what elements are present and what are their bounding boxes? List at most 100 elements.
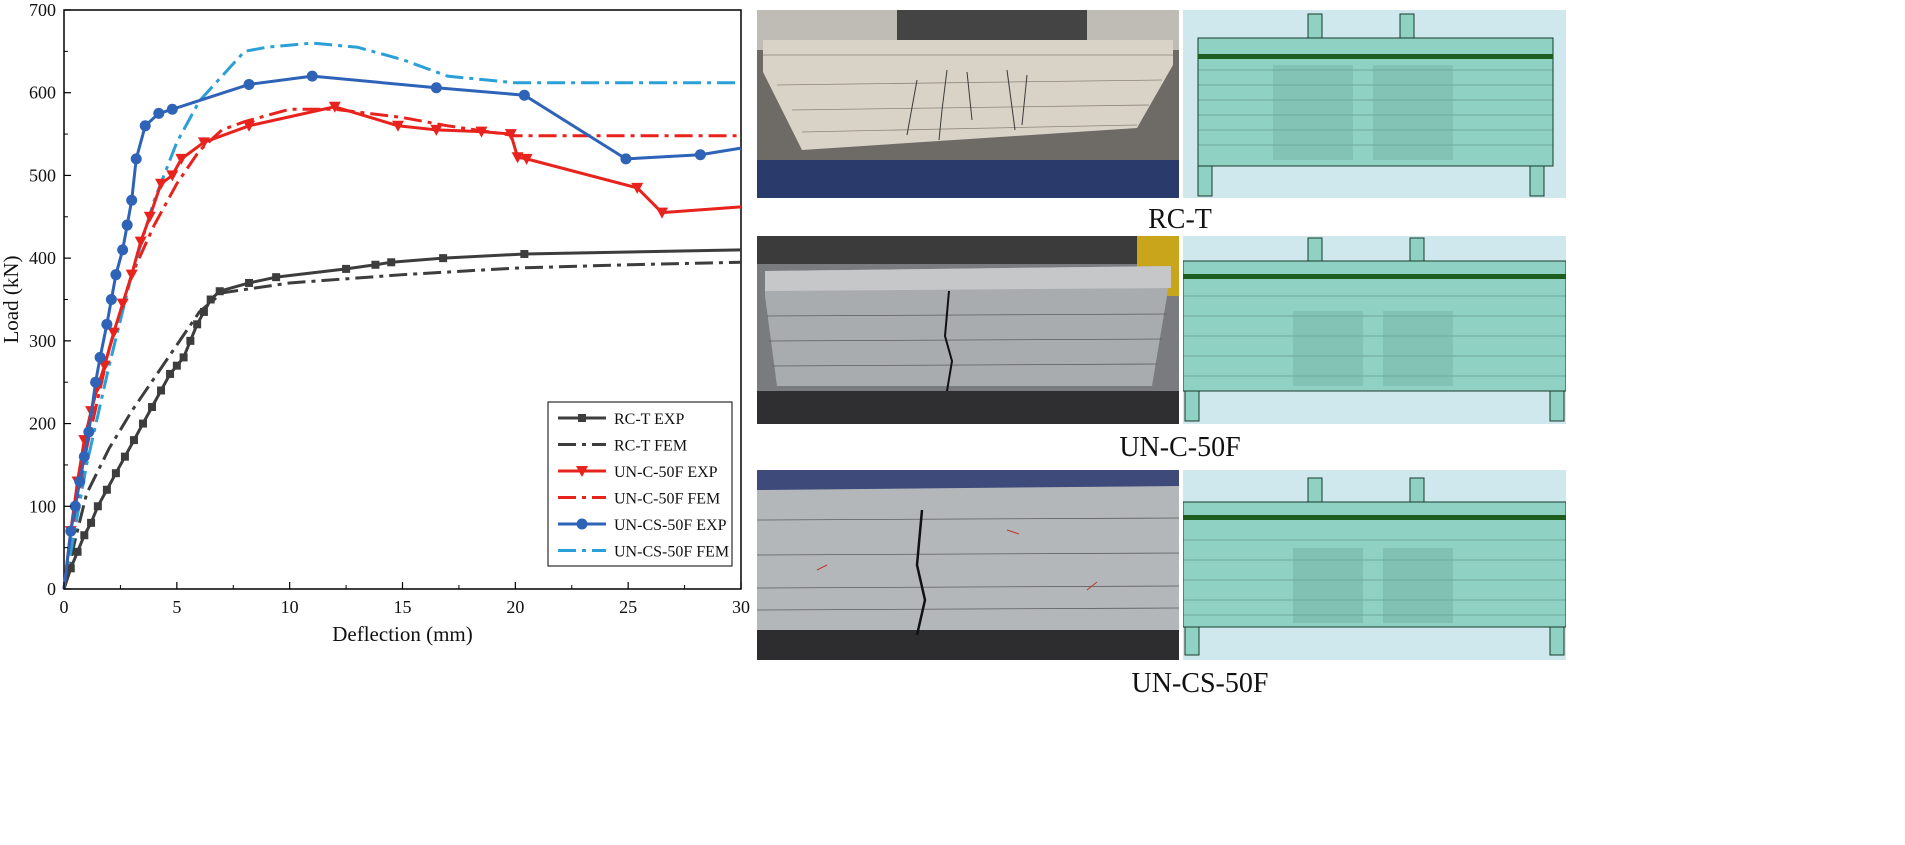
x-tick-label: 20	[506, 597, 524, 617]
fem-un-cs-50f	[1183, 470, 1566, 660]
data-point-rc-t-exp	[193, 320, 202, 329]
data-point-rc-t-exp	[102, 485, 111, 494]
data-point-un-c-50f-exp	[143, 211, 156, 223]
data-point-rc-t-exp	[520, 250, 529, 259]
data-point-un-c-50f-exp	[243, 120, 256, 132]
data-point-un-cs-50f-exp	[69, 500, 81, 512]
y-tick-label: 600	[29, 83, 56, 103]
x-tick-label: 15	[394, 597, 412, 617]
data-point-rc-t-exp	[215, 287, 224, 296]
data-point-un-cs-50f-exp	[90, 376, 102, 388]
x-tick-label: 25	[619, 597, 637, 617]
data-point-rc-t-exp	[272, 273, 281, 282]
data-point-rc-t-exp	[179, 353, 188, 362]
data-point-un-c-50f-exp	[328, 101, 341, 113]
legend-label-un-cs-50f-fem: UN-CS-50F FEM	[614, 544, 729, 561]
data-point-rc-t-exp	[120, 452, 129, 461]
data-point-rc-t-exp	[80, 531, 89, 540]
data-point-un-cs-50f-exp	[74, 475, 86, 487]
data-point-rc-t-exp	[439, 254, 448, 263]
data-point-un-cs-50f-exp	[65, 525, 77, 537]
y-tick-label: 500	[29, 165, 56, 185]
data-point-rc-t-exp	[206, 295, 215, 304]
data-point-rc-t-exp	[93, 502, 102, 511]
data-point-un-cs-50f-exp	[243, 78, 255, 90]
data-point-un-c-50f-exp	[631, 182, 644, 194]
data-point-un-c-50f-exp	[98, 360, 111, 372]
legend-marker-un-c-50f-exp	[576, 466, 588, 477]
data-point-rc-t-exp	[129, 436, 138, 445]
data-point-un-cs-50f-exp	[121, 219, 133, 231]
data-point-un-cs-50f-exp	[78, 451, 90, 463]
data-point-rc-t-exp	[387, 258, 396, 267]
data-point-un-cs-50f-exp	[306, 70, 318, 82]
fem-un-c-50f	[1183, 236, 1566, 424]
legend-marker-un-cs-50f-exp	[576, 518, 588, 530]
y-tick-label: 0	[47, 579, 56, 599]
legend-marker-rc-t-exp	[578, 414, 586, 422]
x-tick-label: 0	[60, 597, 69, 617]
data-point-rc-t-exp	[138, 419, 147, 428]
data-point-un-cs-50f-exp	[83, 426, 95, 438]
caption-un-c-50f: UN-C-50F	[1119, 432, 1241, 463]
legend-label-un-c-50f-fem: UN-C-50F FEM	[614, 491, 720, 508]
photo-un-c-50f	[757, 236, 1179, 424]
data-point-rc-t-exp	[245, 278, 254, 287]
data-point-un-c-50f-exp	[511, 152, 524, 164]
fem-rc-t	[1183, 10, 1566, 198]
data-point-un-cs-50f-exp	[126, 194, 138, 206]
data-point-un-c-50f-exp	[116, 298, 129, 310]
data-point-un-cs-50f-exp	[94, 351, 106, 363]
data-point-un-c-50f-exp	[125, 269, 138, 281]
x-axis-label: Deflection (mm)	[332, 622, 473, 646]
data-point-un-cs-50f-exp	[694, 149, 706, 161]
data-point-rc-t-exp	[148, 403, 157, 412]
photo-rc-t	[757, 10, 1179, 198]
data-point-rc-t-exp	[73, 547, 82, 556]
data-point-rc-t-exp	[66, 564, 75, 573]
data-point-rc-t-exp	[111, 469, 120, 478]
data-point-un-cs-50f-exp	[101, 318, 113, 330]
legend-label-rc-t-exp: RC-T EXP	[614, 411, 684, 428]
load-deflection-chart: 0 5 10 15 20 25 300100200300400500600700Deflec…	[0, 0, 750, 646]
data-point-un-c-50f-exp	[155, 178, 168, 190]
data-point-rc-t-exp	[157, 386, 166, 395]
x-tick-label: 30	[732, 597, 750, 617]
y-tick-label: 400	[29, 248, 56, 268]
data-point-un-c-50f-exp	[656, 207, 669, 219]
data-point-un-cs-50f-exp	[153, 107, 165, 119]
data-point-un-cs-50f-exp	[110, 269, 122, 281]
y-tick-label: 100	[29, 496, 56, 516]
series-line-rc-t-fem	[62, 260, 742, 590]
data-point-un-cs-50f-exp	[105, 294, 117, 305]
y-tick-label: 200	[29, 414, 56, 434]
data-point-rc-t-exp	[199, 307, 208, 316]
data-point-un-cs-50f-exp	[518, 89, 530, 101]
data-point-un-c-50f-exp	[391, 120, 404, 132]
chart-axes: 0 5 10 15 20 25 300100200300400500600700Deflec…	[0, 0, 750, 646]
data-point-un-c-50f-exp	[107, 327, 120, 339]
caption-un-cs-50f: UN-CS-50F	[1131, 668, 1269, 699]
data-point-un-c-50f-exp	[134, 236, 147, 248]
photo-un-cs-50f	[757, 470, 1179, 660]
data-point-rc-t-exp	[87, 518, 96, 527]
data-point-un-cs-50f-exp	[166, 103, 178, 115]
legend-label-un-c-50f-exp: UN-C-50F EXP	[614, 464, 718, 481]
data-point-un-cs-50f-exp	[430, 82, 442, 94]
data-point-rc-t-exp	[342, 264, 351, 273]
data-point-un-cs-50f-exp	[130, 153, 142, 165]
series-line-un-cs-50f-fem	[62, 41, 741, 590]
data-point-un-cs-50f-exp	[139, 120, 151, 132]
y-tick-label: 700	[29, 0, 56, 20]
data-point-un-c-50f-exp	[504, 129, 517, 141]
x-tick-label: 10	[281, 597, 299, 617]
data-point-un-c-50f-exp	[520, 153, 533, 165]
data-point-un-cs-50f-exp	[117, 244, 129, 256]
caption-rc-t: RC-T	[1148, 204, 1212, 235]
data-point-un-c-50f-exp	[475, 126, 488, 138]
data-point-rc-t-exp	[166, 369, 175, 378]
data-point-rc-t-exp	[186, 336, 195, 345]
y-axis-label: Load (kN)	[0, 255, 23, 343]
data-point-un-c-50f-exp	[430, 124, 443, 136]
y-tick-label: 300	[29, 331, 56, 351]
